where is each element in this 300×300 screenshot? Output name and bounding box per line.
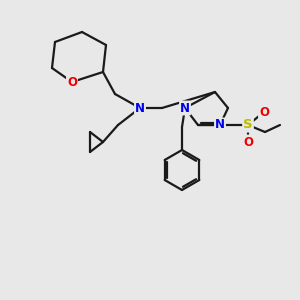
Text: O: O	[67, 76, 77, 88]
Text: O: O	[243, 136, 253, 148]
Text: N: N	[180, 101, 190, 115]
Text: S: S	[243, 118, 253, 131]
Text: O: O	[259, 106, 269, 118]
Text: N: N	[135, 101, 145, 115]
Text: N: N	[215, 118, 225, 131]
